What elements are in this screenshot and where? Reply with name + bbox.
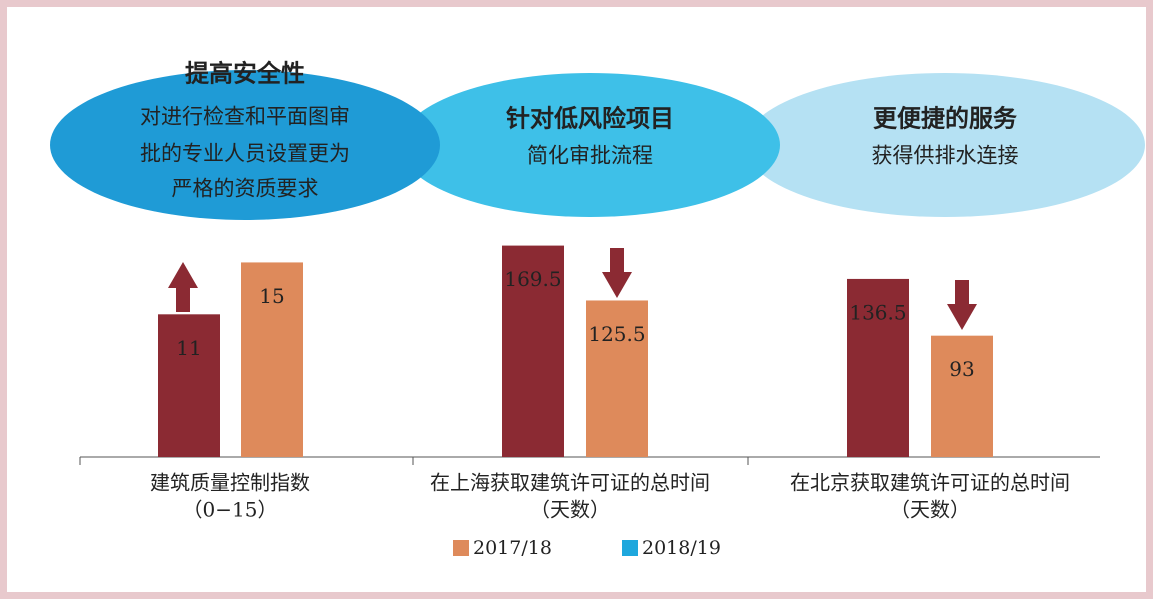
bubble [50, 70, 440, 220]
legend-swatch [453, 540, 469, 556]
value-label: 169.5 [504, 267, 561, 291]
bubble-title: 针对低风险项目 [506, 104, 674, 133]
bubble-text: 批的专业人员设置更为 [140, 142, 350, 166]
legend-swatch [622, 540, 638, 556]
bar [241, 262, 303, 457]
legend-label: 2018/19 [642, 537, 721, 559]
category-label: （天数） [530, 498, 610, 522]
bubble-text: 对进行检查和平面图审 [140, 105, 350, 129]
bubble-title: 提高安全性 [185, 59, 305, 88]
value-label: 125.5 [588, 322, 645, 346]
bar [931, 335, 993, 457]
value-label: 11 [176, 336, 201, 360]
down-arrow [947, 280, 977, 330]
bubble [745, 73, 1145, 217]
bar [502, 245, 564, 457]
bar [158, 314, 220, 457]
value-label: 136.5 [849, 300, 906, 324]
bubble-text: 获得供排水连接 [872, 144, 1019, 168]
up-arrow [168, 262, 198, 312]
down-arrow [602, 248, 632, 298]
category-label: （0−15） [183, 498, 278, 522]
bubble-title: 更便捷的服务 [873, 104, 1018, 133]
category-label: 在上海获取建筑许可证的总时间 [430, 471, 710, 495]
category-label: （天数） [890, 498, 970, 522]
bar [586, 300, 648, 457]
bubble [400, 73, 780, 217]
bubble-text: 简化审批流程 [527, 144, 653, 168]
bubble-text: 严格的资质要求 [172, 177, 319, 201]
value-label: 15 [259, 284, 284, 308]
value-label: 93 [949, 357, 974, 381]
category-label: 建筑质量控制指数 [150, 471, 310, 495]
category-label: 在北京获取建筑许可证的总时间 [790, 471, 1070, 495]
bar [847, 278, 909, 457]
legend-label: 2017/18 [473, 537, 552, 559]
